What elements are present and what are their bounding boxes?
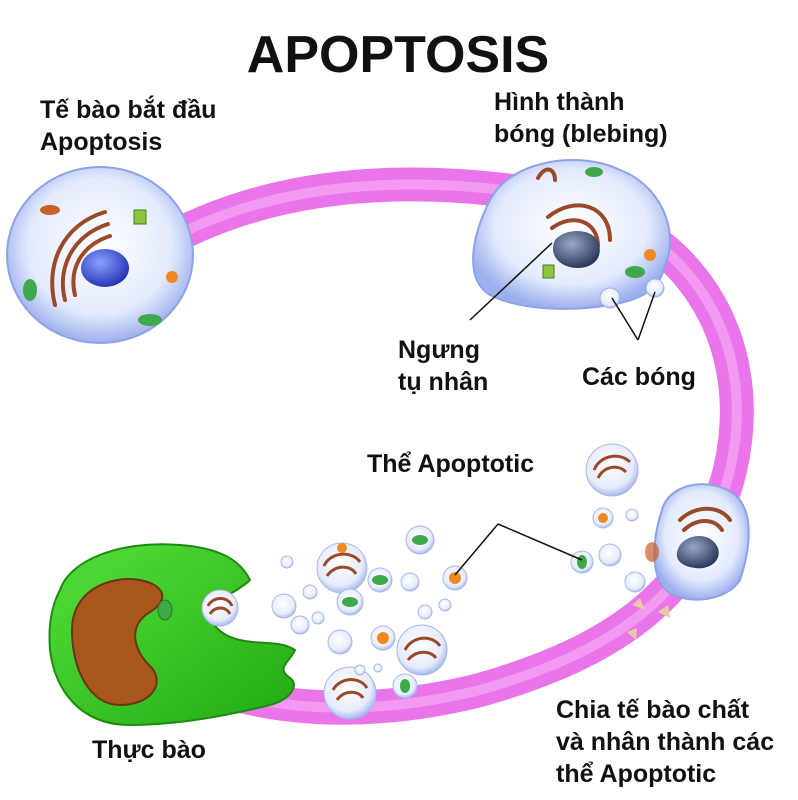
phagocyte xyxy=(48,543,297,727)
nucleus-icon xyxy=(81,249,129,287)
mitochondria-icon xyxy=(625,266,645,278)
label-cell-start-line1: Tế bào bắt đầu xyxy=(40,94,216,124)
initial-cell xyxy=(6,166,194,344)
condensed-nucleus-icon xyxy=(552,231,600,268)
process-arrow xyxy=(133,167,754,725)
label-condensation-line1: Ngưng xyxy=(398,336,480,364)
label-fragmentation-line2: và nhân thành các xyxy=(556,728,774,756)
label-condensation: Ngưng tụ nhân xyxy=(398,336,488,396)
label-condensation-line2: tụ nhân xyxy=(398,368,488,396)
label-fragmentation: Chia tế bào chất và nhân thành các thể A… xyxy=(556,696,774,788)
orange-organelle-icon xyxy=(644,249,656,261)
label-apoptotic-bodies: Thể Apoptotic xyxy=(367,450,534,478)
pointer-lines xyxy=(454,242,656,576)
golgi-icon xyxy=(50,210,112,307)
fragmenting-cell xyxy=(627,483,750,640)
apoptotic-bodies xyxy=(271,443,646,720)
mitochondria-icon xyxy=(23,279,37,301)
title: APOPTOSIS xyxy=(247,26,549,84)
label-blebs: Các bóng xyxy=(582,363,696,391)
golgi-icon xyxy=(536,167,612,248)
mitochondria-icon xyxy=(138,314,162,326)
phagocyte-nucleus-icon xyxy=(70,578,164,707)
green-organelle-icon xyxy=(542,264,555,279)
blebbing-cell xyxy=(472,159,671,310)
label-blebbing: Hình thành bóng (blebing) xyxy=(494,88,668,148)
green-organelle-icon xyxy=(133,209,147,225)
label-cell-start-line2: Apoptosis xyxy=(40,128,162,156)
label-blebbing-line2: bóng (blebing) xyxy=(494,120,668,148)
label-phagocyte: Thực bào xyxy=(92,736,206,764)
label-cell-start: Tế bào bắt đầu Apoptosis xyxy=(40,94,216,156)
orange-organelle-icon xyxy=(166,271,178,283)
label-fragmentation-line1: Chia tế bào chất xyxy=(556,696,750,724)
mitochondria-icon xyxy=(585,167,603,177)
label-blebbing-line1: Hình thành xyxy=(494,88,625,116)
label-fragmentation-line3: thể Apoptotic xyxy=(556,760,716,788)
